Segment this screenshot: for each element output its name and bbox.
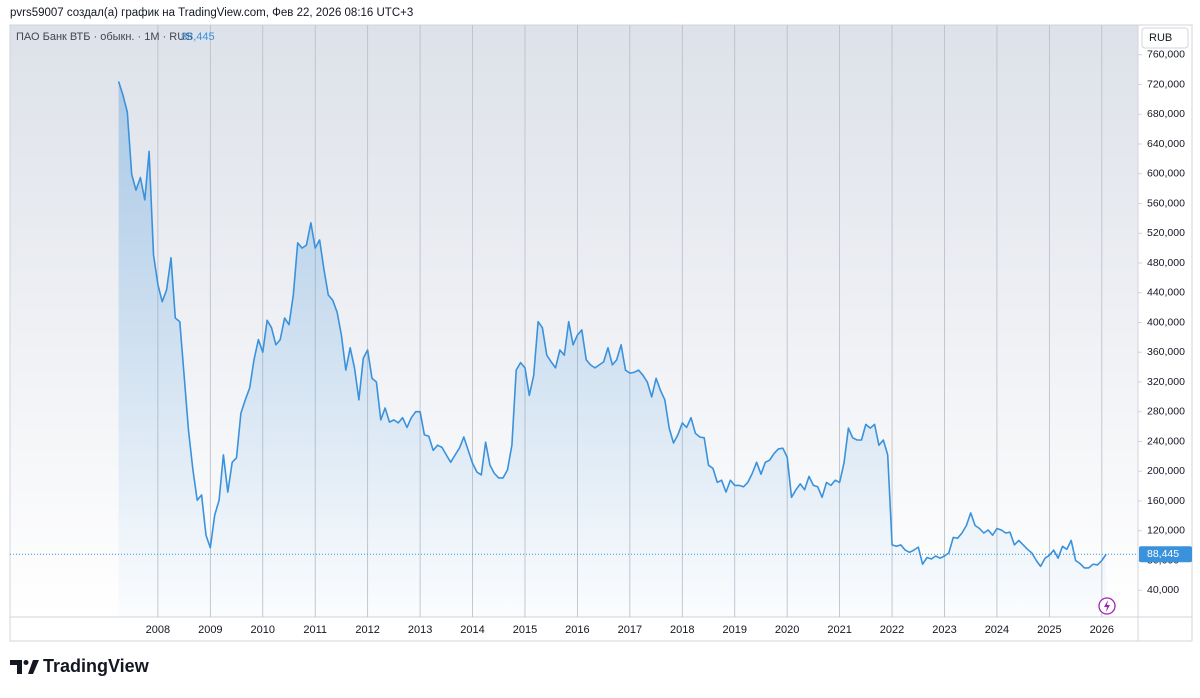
x-tick-label: 2017 (618, 624, 642, 636)
y-tick-label: 40,000 (1147, 584, 1179, 596)
events-bolt (1104, 600, 1110, 612)
x-tick-label: 2020 (775, 624, 799, 636)
x-tick-label: 2024 (985, 624, 1009, 636)
y-tick-label: 200,000 (1147, 465, 1185, 477)
y-tick-label: 480,000 (1147, 257, 1185, 269)
y-tick-label: 680,000 (1147, 108, 1185, 120)
y-tick-label: 520,000 (1147, 227, 1185, 239)
x-tick-label: 2021 (827, 624, 851, 636)
x-tick-label: 2018 (670, 624, 694, 636)
header: pvrs59007 создал(а) график на TradingVie… (10, 7, 413, 19)
y-tick-label: 560,000 (1147, 197, 1185, 209)
logo-mark (10, 660, 22, 674)
x-tick-label: 2022 (880, 624, 904, 636)
y-tick-label: 440,000 (1147, 287, 1185, 299)
y-tick-label: 600,000 (1147, 168, 1185, 180)
x-tick-label: 2010 (251, 624, 275, 636)
x-tick-label: 2009 (198, 624, 222, 636)
y-tick-label: 400,000 (1147, 316, 1185, 328)
logo-mark (28, 660, 39, 674)
x-tick-label: 2019 (722, 624, 746, 636)
x-tick-label: 2013 (408, 624, 432, 636)
x-tick-label: 2008 (146, 624, 170, 636)
y-tick-label: 760,000 (1147, 49, 1185, 61)
axes: 2008 2009 2010 2011 2012 2013 2014 2015 2016 2017… (146, 49, 1192, 636)
x-tick-label: 2015 (513, 624, 537, 636)
area (118, 81, 1107, 617)
y-tick-label: 320,000 (1147, 376, 1185, 388)
last-price-tag (1139, 546, 1192, 563)
y-tick-label: 360,000 (1147, 346, 1185, 358)
y-tick-label: 240,000 (1147, 435, 1185, 447)
x-tick-label: 2014 (460, 624, 484, 636)
y-tick-label: 120,000 (1147, 525, 1185, 537)
currency[interactable]: RUB (1149, 32, 1172, 44)
y-tick-label: 640,000 (1147, 138, 1185, 150)
y-tick-label: 720,000 (1147, 78, 1185, 90)
y-tick-label: 160,000 (1147, 495, 1185, 507)
x-tick-label: 2011 (303, 624, 327, 636)
brand: TradingView (43, 656, 150, 676)
currency-box[interactable] (1141, 27, 1189, 49)
legend-symbol: ПАО Банк ВТБ · обыкн. · 1M · RUS (16, 31, 193, 43)
logo (10, 660, 39, 674)
last-price-label: 88,445 (1147, 548, 1179, 560)
x-tick-label: 2023 (932, 624, 956, 636)
x-tick-label: 2012 (355, 624, 379, 636)
logo-dot (23, 660, 29, 665)
chart-frame (9, 24, 1193, 642)
y-tick-label: 280,000 (1147, 406, 1185, 418)
x-tick-label: 2026 (1090, 624, 1114, 636)
line (117, 81, 1107, 569)
legend-value: 88,445 (181, 31, 215, 43)
plot (10, 81, 1138, 617)
x-tick-label: 2016 (565, 624, 589, 636)
x-tick-label: 2025 (1037, 624, 1061, 636)
